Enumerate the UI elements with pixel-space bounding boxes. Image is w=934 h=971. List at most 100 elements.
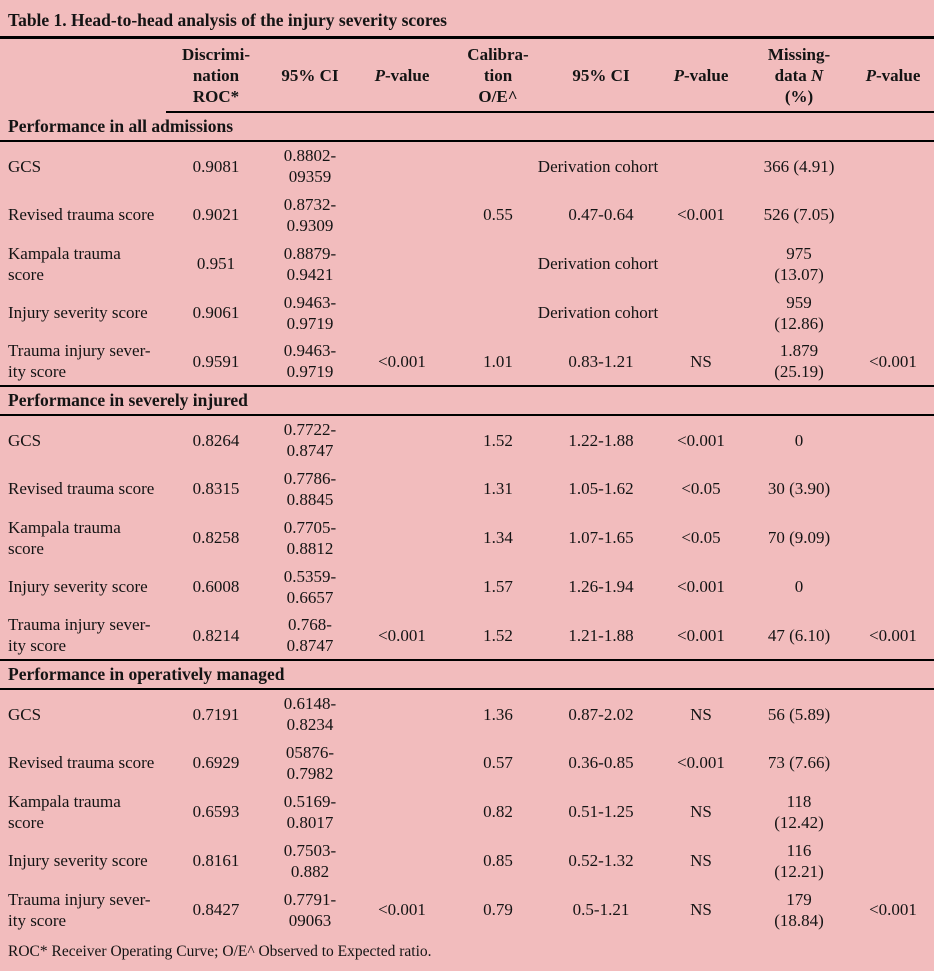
roc-ci-cell-text: 0.5359-: [283, 566, 337, 586]
header-p-italic: P: [673, 66, 684, 85]
calibration-oe-cell: 1.36: [450, 689, 546, 738]
score-name-cell: Revised trauma score: [0, 738, 166, 787]
calibration-oe-cell: 0.55: [450, 190, 546, 239]
missing-p-cell: <0.001: [852, 885, 934, 934]
header-p-italic: P: [865, 66, 876, 85]
calibration-ci-cell-text: 0.52-1.32: [568, 851, 634, 870]
calibration-p-cell-text: <0.05: [681, 479, 721, 498]
calibration-p-cell: NS: [656, 787, 746, 836]
score-name-cell-text: GCS: [8, 156, 42, 176]
column-header-p-calibration: P-value: [656, 39, 746, 113]
score-name-cell: GCS: [0, 141, 166, 190]
missing-data-cell-text: (13.07): [774, 264, 824, 284]
score-name-cell: Kampala trauma score: [0, 513, 166, 562]
header-line: -value: [684, 66, 729, 85]
score-name-cell: Injury severity score: [0, 562, 166, 611]
calibration-p-cell: <0.001: [656, 562, 746, 611]
roc-ci-cell-text: 0.8812: [286, 538, 334, 558]
roc-ci-cell-text: 0.8879-: [283, 243, 337, 263]
calibration-oe-cell-text: 1.31: [483, 479, 513, 498]
score-name-cell-text: Kampala trauma: [8, 791, 121, 811]
missing-data-cell-text: 975: [786, 243, 812, 263]
discrimination-p-cell-text: <0.001: [378, 625, 426, 645]
header-line: data: [774, 66, 812, 85]
score-data-row: Revised trauma score 0.8315 0.7786- 0.8845 1…: [0, 464, 934, 513]
calibration-oe-cell-text: 1.36: [483, 704, 513, 724]
score-name-cell-text: Kampala trauma: [8, 243, 121, 263]
score-name-cell-text: Trauma injury sever-: [8, 889, 151, 909]
calibration-p-cell-text: <0.001: [677, 577, 725, 596]
roc-value-cell-text: 0.9081: [192, 156, 240, 176]
column-header-p-missing: P-value: [852, 39, 934, 113]
score-data-row: Trauma injury sever-ity score 0.8214 0.768…: [0, 611, 934, 660]
missing-data-cell: 0: [746, 415, 852, 464]
derivation-cohort-cell-text: Derivation cohort: [537, 254, 659, 273]
missing-p-cell: [852, 190, 934, 239]
calibration-oe-cell-text: 1.34: [483, 528, 513, 547]
roc-ci-cell-text: 0.9719: [286, 313, 334, 333]
score-name-cell-text: ity score: [8, 362, 67, 381]
calibration-ci-cell: 0.52-1.32: [546, 836, 656, 885]
roc-value-cell: 0.9061: [166, 288, 266, 337]
calibration-oe-cell-text: 1.52: [483, 430, 513, 450]
discrimination-p-cell: [354, 239, 450, 288]
score-name-cell: Trauma injury sever-ity score: [0, 337, 166, 386]
roc-value-cell-text: 0.8264: [192, 430, 240, 450]
discrimination-p-cell: [354, 689, 450, 738]
header-line: tion: [483, 66, 513, 85]
roc-ci-cell: 0.5169- 0.8017: [266, 787, 354, 836]
missing-p-cell: [852, 141, 934, 190]
score-name-cell-text: ity score: [8, 636, 67, 655]
missing-data-cell-text: (12.42): [774, 812, 824, 832]
score-name-cell-text: Trauma injury sever-: [8, 615, 151, 634]
roc-value-cell: 0.7191: [166, 689, 266, 738]
roc-ci-cell-text: 0.7786-: [283, 468, 337, 488]
derivation-cohort-cell: Derivation cohort: [450, 141, 746, 190]
calibration-ci-cell: 0.5-1.21: [546, 885, 656, 934]
roc-ci-cell-text: 0.9309: [286, 215, 334, 235]
calibration-oe-cell: 1.01: [450, 337, 546, 386]
calibration-p-cell-text: NS: [690, 851, 712, 870]
missing-p-cell-text: <0.001: [869, 625, 917, 645]
roc-ci-cell-text: 0.9719: [286, 362, 334, 381]
column-header-ci-calibration: 95% CI: [546, 39, 656, 113]
score-data-row: Kampala trauma score 0.8258 0.7705- 0.8812 1.…: [0, 513, 934, 562]
roc-ci-cell: 0.8802- 09359: [266, 141, 354, 190]
score-name-cell-text: ity score: [8, 910, 67, 930]
roc-ci-cell: 05876- 0.7982: [266, 738, 354, 787]
roc-ci-cell-text: 0.7791-: [283, 889, 337, 909]
roc-value-cell-text: 0.8427: [192, 900, 240, 919]
calibration-p-cell: <0.001: [656, 190, 746, 239]
score-name-cell: Revised trauma score: [0, 464, 166, 513]
roc-ci-cell-text: 05876-: [285, 742, 335, 762]
missing-p-cell: <0.001: [852, 611, 934, 660]
calibration-p-cell: NS: [656, 689, 746, 738]
roc-value-cell: 0.8214: [166, 611, 266, 660]
discrimination-p-cell: [354, 141, 450, 190]
score-name-cell: Injury severity score: [0, 288, 166, 337]
roc-ci-cell: 0.7791- 09063: [266, 885, 354, 934]
score-name-cell-text: score: [8, 264, 44, 284]
roc-value-cell: 0.6008: [166, 562, 266, 611]
calibration-oe-cell: 0.85: [450, 836, 546, 885]
score-name-cell: GCS: [0, 689, 166, 738]
missing-data-cell-text: (18.84): [774, 910, 824, 930]
missing-data-cell-text: 0: [794, 577, 804, 596]
roc-value-cell-text: 0.951: [196, 254, 236, 273]
calibration-ci-cell-text: 1.22-1.88: [568, 430, 634, 450]
column-header-p-discrimination: P-value: [354, 39, 450, 113]
roc-value-cell: 0.6929: [166, 738, 266, 787]
roc-ci-cell-text: 0.9463-: [283, 341, 337, 360]
calibration-oe-cell-text: 0.55: [483, 205, 513, 224]
roc-ci-cell-text: 09359: [288, 167, 332, 186]
score-name-cell: Injury severity score: [0, 836, 166, 885]
roc-ci-cell-text: 0.768-: [288, 615, 332, 634]
calibration-oe-cell-text: 0.85: [483, 851, 513, 870]
calibration-ci-cell-text: 0.51-1.25: [568, 802, 634, 821]
score-data-row: Revised trauma score 0.9021 0.8732- 0.9309 0…: [0, 190, 934, 239]
score-data-row: GCS 0.8264 0.7722- 0.8747 1.52 1.22-1.88 <0.00…: [0, 415, 934, 464]
roc-ci-cell-text: 0.9421: [286, 264, 334, 284]
missing-data-cell-text: 47 (6.10): [767, 625, 831, 645]
roc-ci-cell: 0.7503- 0.882: [266, 836, 354, 885]
